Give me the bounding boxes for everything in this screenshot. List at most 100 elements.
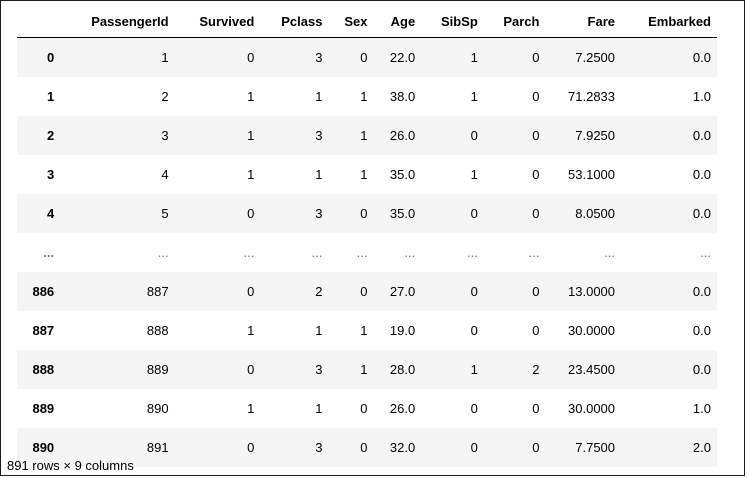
table-row: 1 2 1 1 1 38.0 1 0 71.2833 1.0 — [17, 77, 717, 116]
table-cell: 0 — [247, 361, 255, 377]
table-cell: 0 — [532, 439, 540, 455]
row-index: 1 — [46, 88, 55, 104]
table-cell: 0 — [532, 166, 540, 182]
table-row: 890 891 0 3 0 32.0 0 0 7.7500 2.0 — [17, 427, 717, 467]
table-cell: 0 — [360, 205, 368, 221]
table-cell: 1 — [470, 361, 478, 377]
column-header: Survived — [174, 6, 261, 38]
row-index: 887 — [32, 322, 55, 338]
table-shape-summary: 891 rows × 9 columns — [7, 458, 134, 473]
table-cell: 1 — [247, 322, 255, 338]
table-cell: 3 — [315, 49, 323, 65]
table-cell: 3 — [161, 127, 169, 143]
table-row: 0 1 0 3 0 22.0 1 0 7.2500 0.0 — [17, 37, 717, 77]
table-cell: 1 — [247, 400, 255, 416]
table-cell: ... — [311, 244, 323, 260]
table-cell: 8.0500 — [575, 205, 616, 221]
table-cell: 1 — [470, 166, 478, 182]
table-cell: 0.0 — [692, 322, 711, 338]
table-cell: 1 — [360, 361, 368, 377]
column-header: Age — [373, 6, 422, 38]
table-cell: 0 — [470, 205, 478, 221]
table-cell: 0.0 — [692, 127, 711, 143]
table-cell: 1 — [470, 88, 478, 104]
table-cell: 30.0000 — [568, 400, 616, 416]
table-cell: ... — [528, 244, 540, 260]
table-cell: 0 — [532, 205, 540, 221]
table-cell: 889 — [146, 361, 169, 377]
table-cell: 0 — [532, 127, 540, 143]
table-cell: 0 — [360, 400, 368, 416]
table-cell: 0 — [470, 400, 478, 416]
table-cell: 0.0 — [692, 361, 711, 377]
row-index: 0 — [46, 49, 55, 65]
table-cell: 0 — [532, 400, 540, 416]
table-cell: 0.0 — [692, 49, 711, 65]
table-cell: 1 — [360, 127, 368, 143]
table-cell: 30.0000 — [568, 322, 616, 338]
table-cell: 1 — [247, 166, 255, 182]
table-cell: 71.2833 — [568, 88, 616, 104]
table-cell: 0 — [247, 283, 255, 299]
table-cell: 0 — [532, 88, 540, 104]
table-cell: 5 — [161, 205, 169, 221]
table-cell: 1.0 — [692, 400, 711, 416]
column-header: Fare — [545, 6, 622, 38]
table-cell: 1.0 — [692, 88, 711, 104]
table-cell: ... — [466, 244, 478, 260]
table-cell: 23.4500 — [568, 361, 616, 377]
table-cell: 1 — [360, 166, 368, 182]
table-cell: 1 — [360, 322, 368, 338]
table-cell: 1 — [247, 88, 255, 104]
table-cell: 1 — [247, 127, 255, 143]
table-cell: 887 — [146, 283, 169, 299]
table-cell: 1 — [360, 88, 368, 104]
table-cell: 3 — [315, 361, 323, 377]
table-cell: 0 — [470, 127, 478, 143]
table-cell: ... — [356, 244, 368, 260]
table-cell: 35.0 — [389, 205, 416, 221]
table-cell: 27.0 — [389, 283, 416, 299]
table-row: 889 890 1 1 0 26.0 0 0 30.0000 1.0 — [17, 389, 717, 428]
table-cell: 38.0 — [389, 88, 416, 104]
table-cell: 7.2500 — [575, 49, 616, 65]
table-cell: 0 — [247, 439, 255, 455]
table-cell: 0.0 — [692, 205, 711, 221]
table-cell: 32.0 — [389, 439, 416, 455]
table-cell: ... — [604, 244, 616, 260]
table-cell: 3 — [315, 205, 323, 221]
table-cell: ... — [157, 244, 169, 260]
table-cell: 28.0 — [389, 361, 416, 377]
table-cell: 888 — [146, 322, 169, 338]
table-row: 3 4 1 1 1 35.0 1 0 53.1000 0.0 — [17, 155, 717, 194]
table-cell: 2 — [532, 361, 540, 377]
table-cell: 7.9250 — [575, 127, 616, 143]
table-cell: 0.0 — [692, 283, 711, 299]
table-cell: 0 — [470, 283, 478, 299]
index-header — [17, 6, 61, 38]
table-cell: 0 — [532, 322, 540, 338]
table-cell: 35.0 — [389, 166, 416, 182]
table-cell: 26.0 — [389, 127, 416, 143]
table-header: PassengerId Survived Pclass Sex Age SibSp Parc… — [17, 6, 717, 38]
table-cell: 2.0 — [692, 439, 711, 455]
table-cell: 0 — [532, 283, 540, 299]
table-cell: 1 — [315, 400, 323, 416]
table-cell: 0 — [470, 439, 478, 455]
table-cell: 53.1000 — [568, 166, 616, 182]
column-header: SibSp — [421, 6, 484, 38]
table-cell: 891 — [146, 439, 169, 455]
table-cell: 4 — [161, 166, 169, 182]
row-index: 888 — [32, 361, 55, 377]
column-header: Pclass — [260, 6, 329, 38]
table-cell: 3 — [315, 439, 323, 455]
column-header: Sex — [328, 6, 374, 38]
table-cell: 0 — [360, 49, 368, 65]
table-cell: 0 — [470, 322, 478, 338]
dataframe-table: PassengerId Survived Pclass Sex Age SibSp Parc… — [17, 6, 717, 467]
table-body: 0 1 0 3 0 22.0 1 0 7.2500 0.0 1 2 1 1 1 38.0 1 0 71.2833 1.… — [17, 37, 717, 467]
table-cell: 1 — [315, 88, 323, 104]
table-cell: 0 — [360, 439, 368, 455]
ellipsis-row: .............................. — [17, 233, 717, 272]
